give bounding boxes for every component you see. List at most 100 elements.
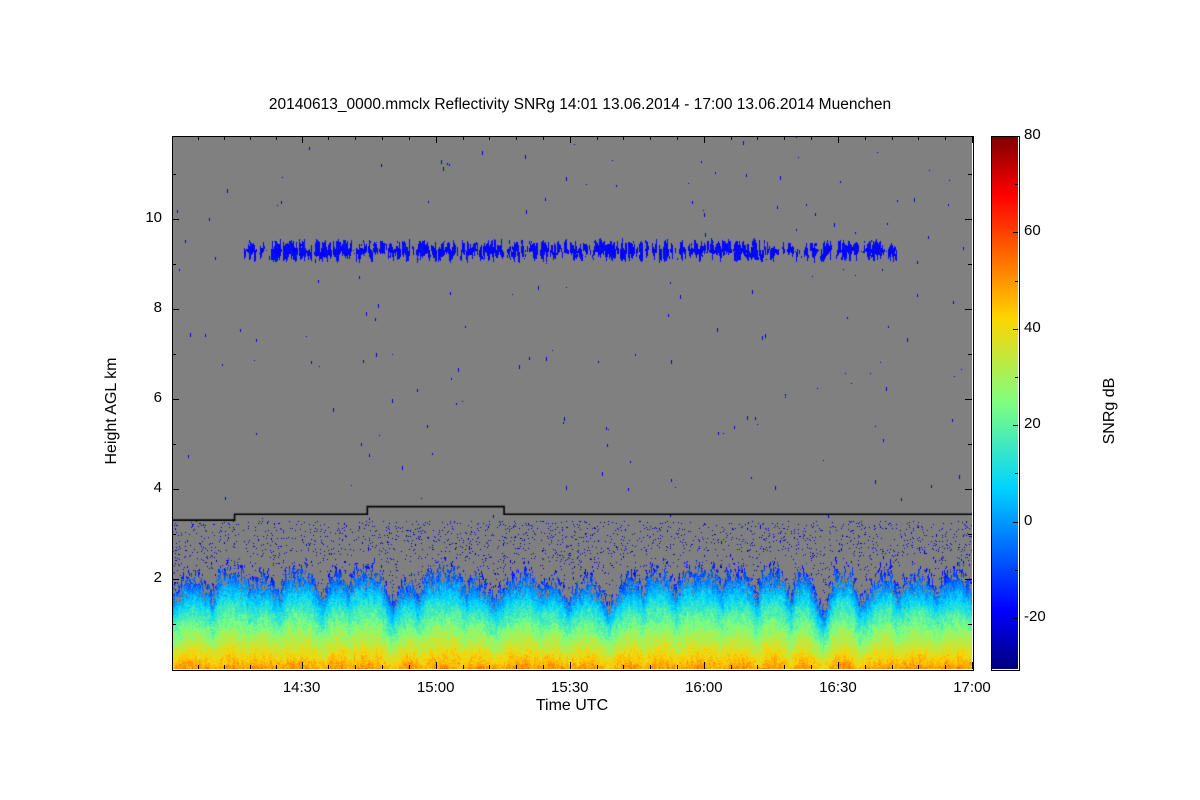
x-tick-major-top <box>837 136 839 143</box>
x-tick-minor <box>382 665 384 669</box>
y-tick-major-right <box>965 399 972 401</box>
colorbar-tick-label: -20 <box>1024 607 1046 625</box>
colorbar-tick <box>1013 521 1018 523</box>
x-tick-minor <box>275 665 277 669</box>
x-tick-minor <box>408 665 410 669</box>
x-tick-minor-top <box>811 136 813 140</box>
colorbar-gradient <box>991 136 1018 669</box>
x-tick-minor-top <box>382 136 384 140</box>
x-tick-minor <box>197 665 199 669</box>
x-tick-minor-top <box>516 136 518 140</box>
y-axis-label: Height AGL km <box>103 357 120 465</box>
x-tick-minor <box>811 665 813 669</box>
x-tick-minor <box>918 665 920 669</box>
y-tick-minor-right <box>968 354 972 356</box>
y-tick-minor <box>172 354 176 356</box>
x-tick-minor <box>355 665 357 669</box>
x-tick-minor-top <box>784 136 786 140</box>
x-axis-label: Time UTC <box>535 697 609 714</box>
x-tick-minor-top <box>355 136 357 140</box>
x-tick-minor <box>462 665 464 669</box>
y-tick-minor-right <box>968 444 972 446</box>
x-tick-minor <box>864 665 866 669</box>
colorbar-tick-minor <box>1015 473 1018 475</box>
y-tick-label: 6 <box>153 389 162 407</box>
x-tick-label: 15:00 <box>416 679 455 696</box>
x-tick-minor <box>623 665 625 669</box>
y-tick-major <box>172 489 179 491</box>
y-tick-minor <box>172 534 176 536</box>
x-tick-minor-top <box>891 136 893 140</box>
y-tick-minor-right <box>968 174 972 176</box>
x-tick-minor-top <box>596 136 598 140</box>
x-tick-minor <box>757 665 759 669</box>
x-tick-minor-top <box>462 136 464 140</box>
x-tick-minor-top <box>223 136 225 140</box>
x-tick-major <box>837 662 839 669</box>
x-tick-major-top <box>703 136 705 143</box>
x-tick-minor <box>677 665 679 669</box>
colorbar-tick-label: 40 <box>1024 318 1041 336</box>
y-tick-minor <box>172 444 176 446</box>
y-tick-minor-right <box>968 534 972 536</box>
colorbar-tick-minor <box>1015 184 1018 186</box>
x-tick-minor-top <box>275 136 277 140</box>
colorbar-label: SNRg dB <box>1101 377 1118 445</box>
x-tick-major <box>703 662 705 669</box>
y-tick-minor <box>172 174 176 176</box>
x-tick-minor-top <box>623 136 625 140</box>
x-tick-minor-top <box>542 136 544 140</box>
x-tick-label: 17:00 <box>953 679 991 696</box>
y-tick-major-right <box>965 219 972 221</box>
colorbar-tick <box>1013 617 1018 619</box>
y-tick-minor-right <box>968 264 972 266</box>
colorbar-tick-label: 20 <box>1024 415 1041 433</box>
y-tick-major-right <box>965 489 972 491</box>
colorbar-tick-label: 0 <box>1024 511 1033 529</box>
x-tick-minor <box>891 665 893 669</box>
x-tick-major-top <box>435 136 437 143</box>
colorbar-tick-minor <box>1015 666 1018 668</box>
y-tick-minor <box>172 624 176 626</box>
x-tick-minor-top <box>650 136 652 140</box>
x-tick-minor-top <box>918 136 920 140</box>
colorbar-tick-minor <box>1015 569 1018 571</box>
y-tick-minor-right <box>968 624 972 626</box>
y-tick-label: 8 <box>153 299 162 317</box>
x-tick-minor-top <box>197 136 199 140</box>
x-tick-minor <box>328 665 330 669</box>
x-tick-minor-top <box>945 136 947 140</box>
reflectivity-heatmap[interactable] <box>172 136 972 669</box>
x-tick-label: 14:30 <box>282 679 321 696</box>
x-tick-minor <box>945 665 947 669</box>
x-tick-minor-top <box>677 136 679 140</box>
y-tick-major <box>172 309 179 311</box>
y-tick-major <box>172 579 179 581</box>
colorbar-tick <box>1013 232 1018 234</box>
x-tick-minor <box>542 665 544 669</box>
x-tick-major-top <box>301 136 303 143</box>
x-tick-minor <box>650 665 652 669</box>
x-tick-label: 15:30 <box>550 679 589 696</box>
colorbar-tick <box>1013 136 1018 137</box>
x-tick-minor <box>784 665 786 669</box>
x-tick-major-top <box>569 136 571 143</box>
x-tick-major-top <box>972 136 973 143</box>
y-tick-major-right <box>965 579 972 581</box>
chart-title: 20140613_0000.mmclx Reflectivity SNRg 14… <box>268 96 892 113</box>
x-tick-major <box>301 662 303 669</box>
x-tick-major <box>435 662 437 669</box>
x-tick-minor <box>730 665 732 669</box>
colorbar-tick <box>1013 425 1018 427</box>
x-tick-label: 16:00 <box>685 679 723 696</box>
x-tick-minor <box>489 665 491 669</box>
colorbar-tick-minor <box>1015 280 1018 282</box>
x-tick-major <box>569 662 571 669</box>
colorbar-tick-label: 80 <box>1024 126 1041 143</box>
x-tick-minor-top <box>408 136 410 140</box>
colorbar-tick <box>1013 328 1018 330</box>
y-tick-major <box>172 219 179 221</box>
colorbar-tick-minor <box>1015 376 1018 378</box>
x-tick-minor-top <box>757 136 759 140</box>
